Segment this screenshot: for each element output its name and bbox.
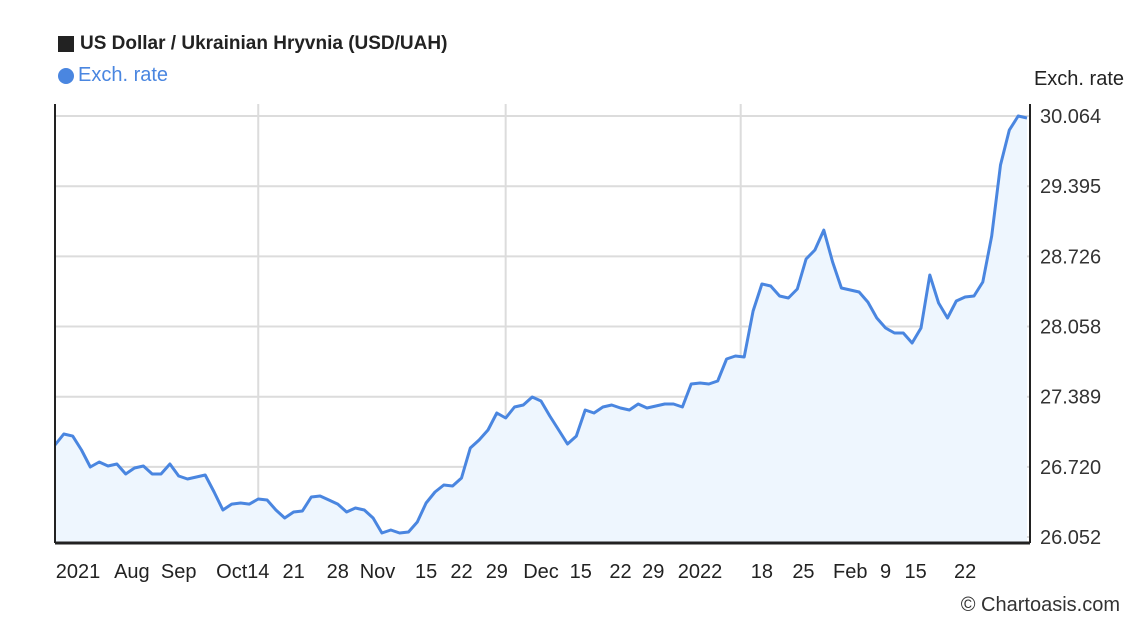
x-tick-label: Sep [161, 561, 197, 583]
x-tick-label: Dec [523, 561, 559, 583]
x-tick-label: Feb [833, 561, 867, 583]
legend-item[interactable]: Exch. rate [58, 64, 168, 87]
y-axis-title: Exch. rate [1033, 68, 1124, 90]
series-line [53, 114, 1028, 535]
x-tick-label: 29 [642, 561, 664, 583]
x-tick-label: 22 [954, 561, 976, 583]
x-tick-label: 25 [792, 561, 814, 583]
y-tick-label: 26.052 [1040, 527, 1101, 549]
chart-title-text: US Dollar / Ukrainian Hryvnia (USD/UAH) [80, 33, 448, 54]
x-tick-label: 22 [450, 561, 472, 583]
x-tick-label: 2021 [56, 561, 101, 583]
x-tick-label: 9 [880, 561, 891, 583]
x-tick-label: 2022 [678, 561, 723, 583]
x-tick-label: 18 [751, 561, 773, 583]
y-tick-label: 28.058 [1040, 317, 1101, 339]
series-area [55, 116, 1027, 543]
y-tick-label: 29.395 [1040, 176, 1101, 198]
x-tick-label: 28 [327, 561, 349, 583]
legend-dot-icon [58, 67, 74, 84]
x-tick-label: 14 [247, 561, 269, 583]
x-tick-label: 22 [609, 561, 631, 583]
x-tick-label: 15 [570, 561, 592, 583]
x-tick-label: 21 [282, 561, 304, 583]
x-tick-label: 15 [905, 561, 927, 583]
copyright[interactable]: © Chartoasis.com [960, 594, 1120, 616]
chart-title: US Dollar / Ukrainian Hryvnia (USD/UAH) [58, 33, 447, 55]
y-tick-label: 27.389 [1040, 387, 1101, 409]
y-tick-label: 28.726 [1040, 246, 1101, 268]
x-tick-label: Oct [216, 561, 248, 583]
y-tick-label: 30.064 [1040, 106, 1101, 128]
x-tick-label: 29 [486, 561, 508, 583]
y-tick-label: 26.720 [1040, 457, 1101, 479]
legend-label: Exch. rate [78, 64, 169, 86]
x-tick-label: Nov [360, 561, 396, 583]
x-tick-label: Aug [114, 561, 150, 583]
x-tick-label: 15 [415, 561, 437, 583]
title-square-icon [58, 36, 74, 52]
